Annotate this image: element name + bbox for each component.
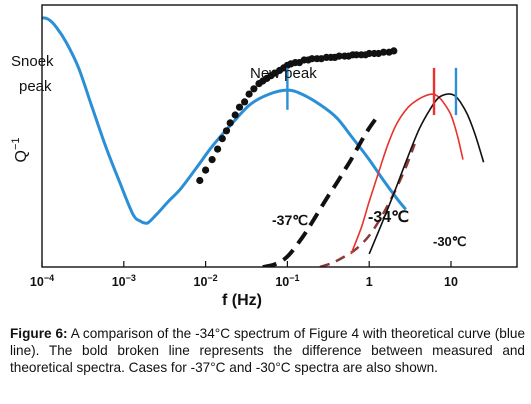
x-axis-label: f (Hz) [222,292,262,309]
series-theory-line [42,16,407,225]
data-point [208,156,216,164]
peak-markers [286,67,458,116]
data-point [196,176,204,185]
data-point [241,98,249,106]
snoek-peak-label-line1: Snoek [11,53,54,70]
chart-figure: 10−4 10−3 10−2 10−1 1 10 Q−1 f (Hz) Snoek pea… [10,4,518,309]
data-point [308,55,316,63]
data-point [250,85,258,93]
data-point [214,145,222,153]
snoek-peak-label-line2: peak [19,78,52,95]
x-tick-label: 1 [366,275,373,289]
data-point [335,52,343,60]
new-peak-label: New peak [250,65,317,82]
label-minus-37: -37℃ [272,212,308,228]
plot-area [42,16,485,267]
data-point [235,103,244,111]
figure-caption: Figure 6: A comparison of the -34°C spec… [10,325,525,376]
data-point [245,90,253,98]
x-tick-label: 10 [444,275,458,289]
caption-text: A comparison of the -34°C spectrum of Fi… [10,326,525,375]
x-tick-label: 10−3 [112,273,136,289]
series-difference-30-line [319,143,416,267]
caption-label: Figure 6: [10,326,68,341]
data-point [380,48,388,56]
data-point [390,47,398,55]
data-point [226,119,234,127]
x-axis-ticks: 10−4 10−3 10−2 10−1 1 10 [30,261,458,289]
data-point [202,166,210,174]
label-minus-34: -34℃ [368,209,409,226]
series-spectrum-30-line [368,93,485,255]
plot-frame [41,4,518,268]
data-point [218,135,226,143]
x-tick-label: 10−1 [275,273,299,289]
data-point [231,111,239,119]
x-tick-label: 10−4 [30,273,54,289]
series-spectrum-34-line [350,93,464,255]
series-measured-34 [196,47,398,185]
label-minus-30: -30℃ [433,234,466,249]
y-axis-label: Q−1 [10,138,30,163]
series-difference-34-line [262,113,381,267]
data-point [222,127,231,135]
data-point [365,49,373,58]
x-tick-label: 10−2 [194,273,218,289]
